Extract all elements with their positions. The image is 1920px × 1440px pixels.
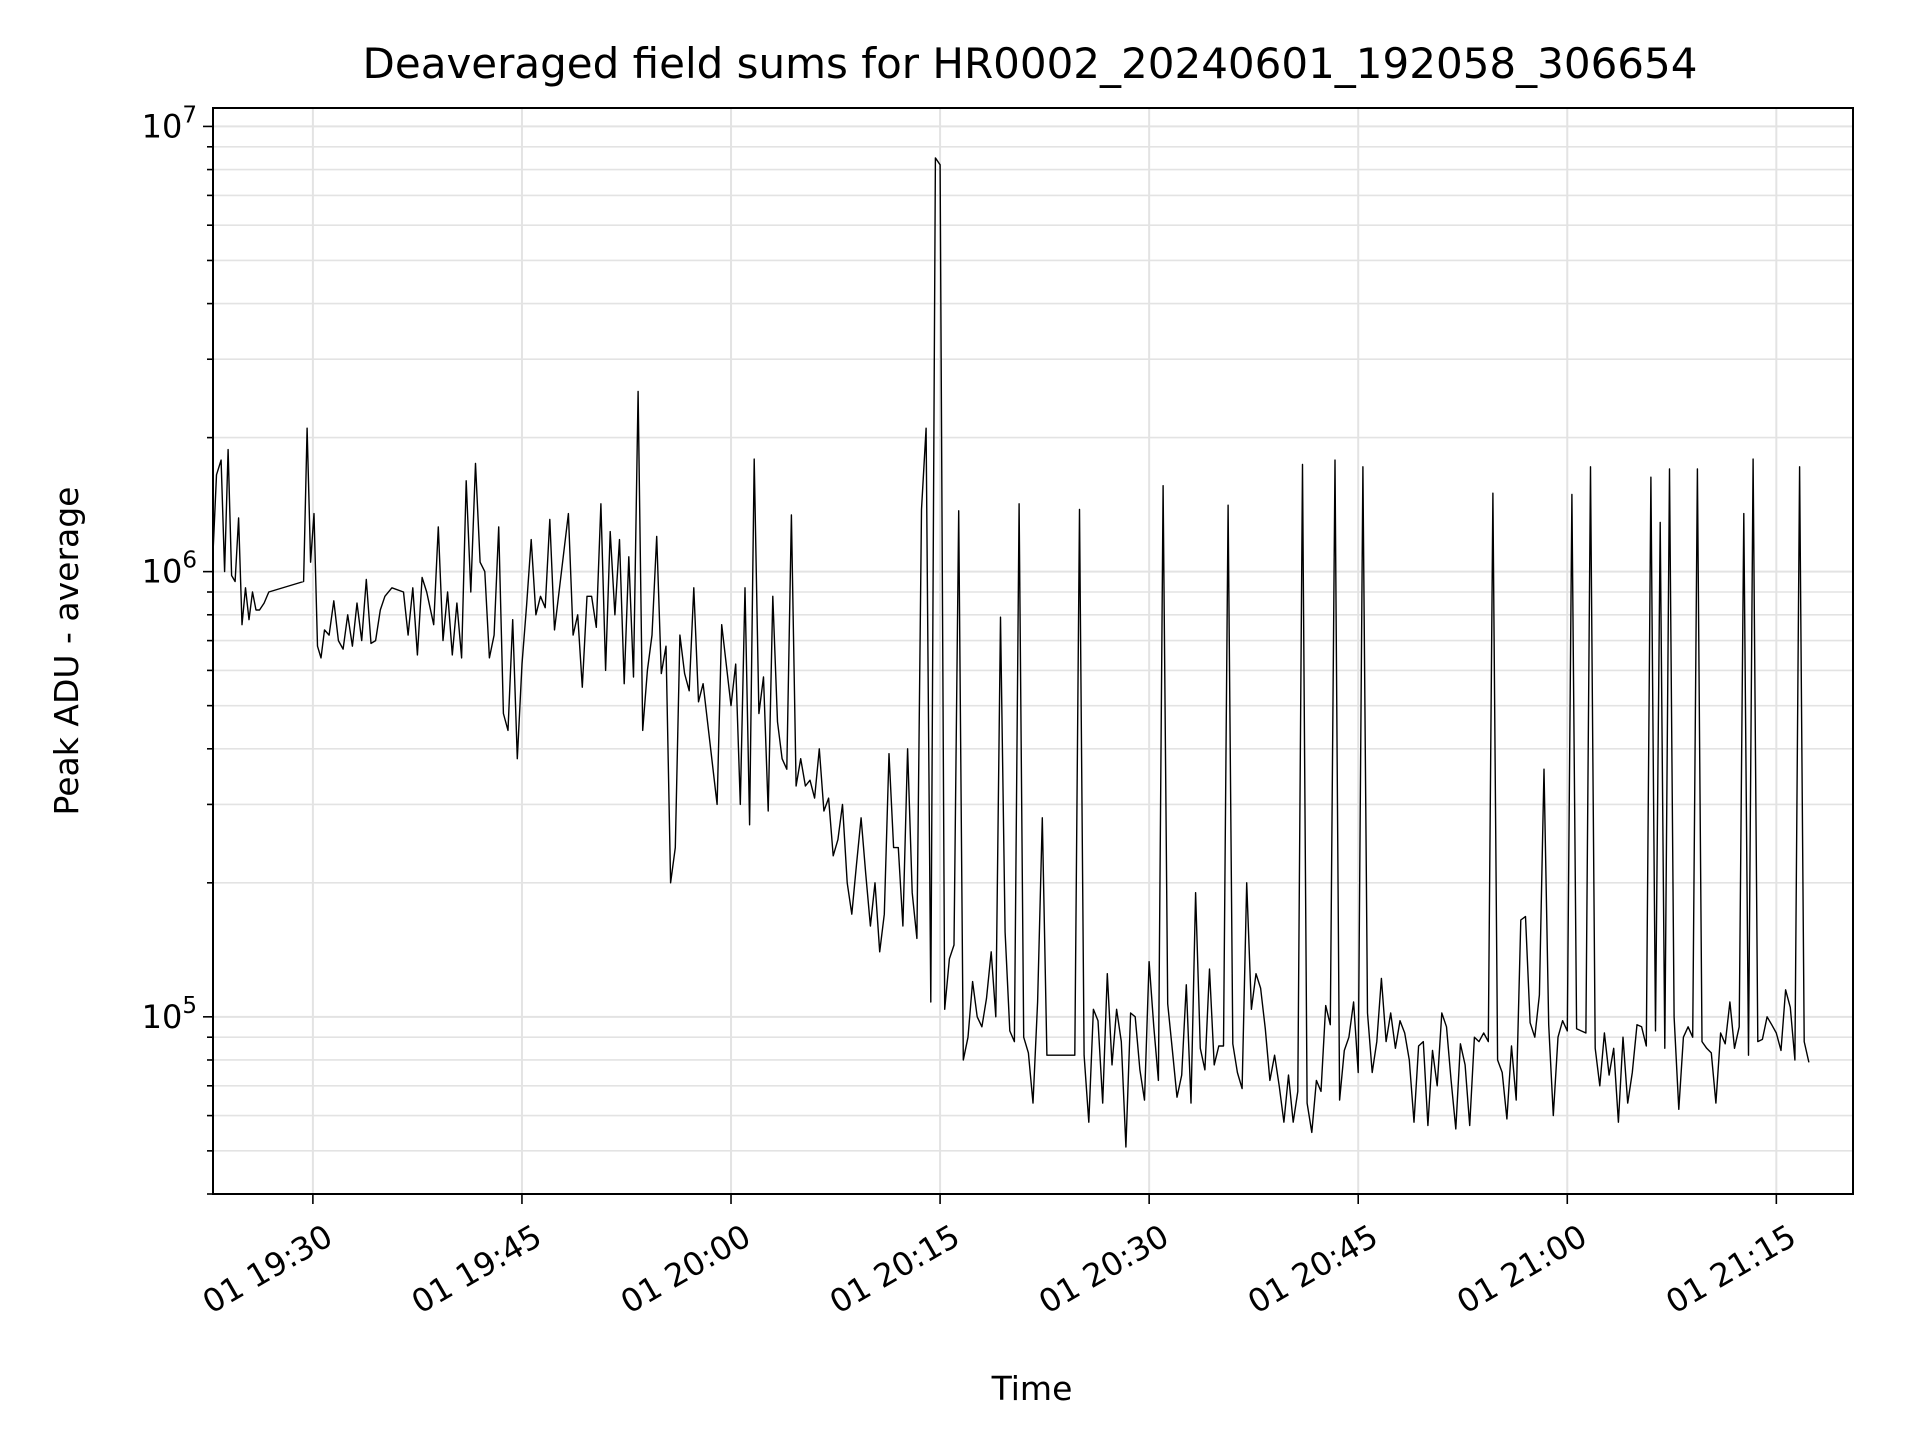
grid — [213, 108, 1853, 1195]
series-line — [212, 157, 1810, 1148]
chart-title: Deaveraged field sums for HR0002_2024060… — [363, 39, 1698, 88]
plot-frame — [212, 107, 1854, 1195]
y-tick-label: 105 — [142, 993, 197, 1036]
y-tick-label: 107 — [142, 102, 197, 145]
x-axis-label: Time — [991, 1369, 1073, 1408]
y-axis-label: Peak ADU - average — [47, 487, 86, 816]
y-tick-label: 106 — [142, 548, 197, 591]
series-layer — [212, 157, 1810, 1148]
